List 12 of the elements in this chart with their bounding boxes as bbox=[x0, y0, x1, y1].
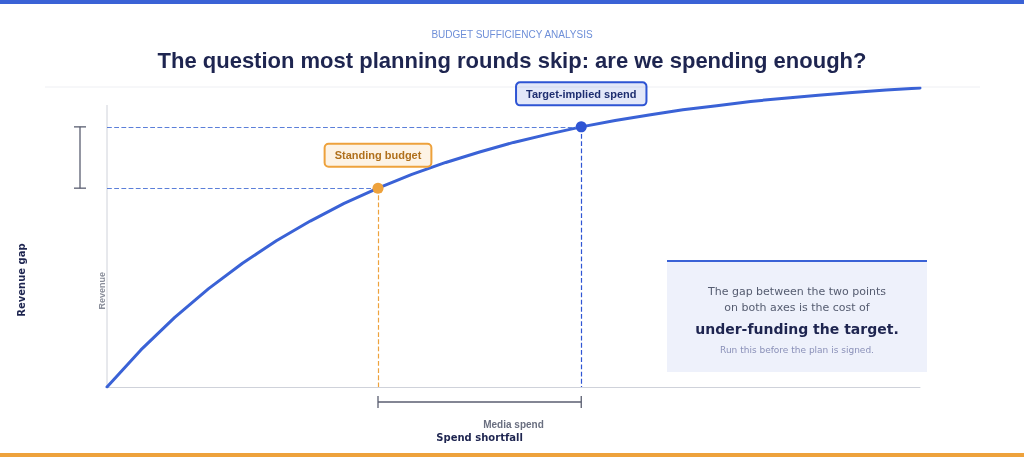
text: Spend shortfall bbox=[436, 432, 523, 443]
x-axis-title: Media spend bbox=[483, 418, 544, 430]
chart-title: The question most planning rounds skip: are we spending enough? bbox=[157, 47, 867, 73]
text: Revenue gap bbox=[16, 243, 27, 317]
chart-subtitle: BUDGET SUFFICIENCY ANALYSIS bbox=[431, 28, 593, 40]
text: Target-implied spend bbox=[526, 87, 637, 100]
annotation: The gap between the two points bbox=[706, 284, 888, 300]
text: Standing budget bbox=[334, 149, 422, 162]
annotation: Run this before the plan is signed. bbox=[719, 344, 875, 357]
annotation: under-funding the target. bbox=[694, 320, 900, 339]
annotation: on both axes is the cost of bbox=[723, 300, 871, 316]
y-axis-title: Revenue bbox=[96, 271, 107, 310]
